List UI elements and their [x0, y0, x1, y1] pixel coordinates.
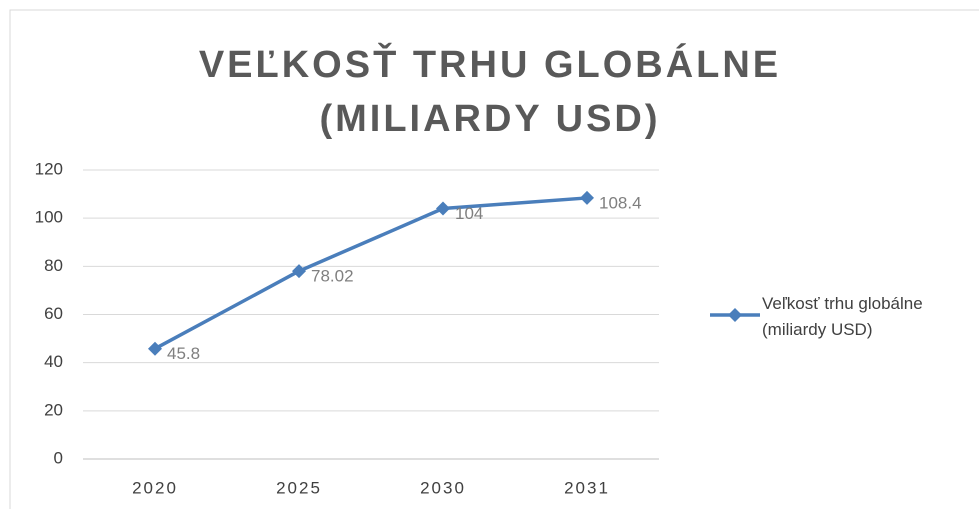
y-tick-label: 80: [44, 256, 63, 275]
chart-title: VEĽKOSŤ TRHU GLOBÁLNE (MILIARDY USD): [198, 44, 782, 140]
point: [292, 264, 306, 279]
data-label: 108.4: [599, 193, 642, 212]
chart-border: [9, 9, 979, 509]
data-label: 45.8: [167, 344, 200, 363]
y-tick-label: 20: [44, 400, 63, 419]
y-tick-label: 60: [44, 304, 63, 323]
x-tick-label: 2031: [564, 478, 610, 497]
data-label: 78.02: [311, 267, 354, 286]
legend-marker: [728, 308, 742, 322]
x-tick-label: 2030: [420, 478, 466, 497]
y-tick-label: 100: [35, 208, 63, 227]
y-tick-label: 0: [54, 448, 63, 467]
point: [580, 190, 594, 205]
x-tick-label: 2020: [132, 478, 178, 497]
x-tick-label: 2025: [276, 478, 322, 497]
point: [148, 341, 162, 356]
point: [436, 201, 450, 216]
series-line: [154, 196, 588, 351]
y-tick-label: 40: [44, 352, 63, 371]
data-label: 104: [455, 204, 483, 223]
legend-label: Veľkosť trhu globálne (miliardy USD): [762, 294, 923, 339]
y-tick-label: 120: [35, 159, 63, 178]
